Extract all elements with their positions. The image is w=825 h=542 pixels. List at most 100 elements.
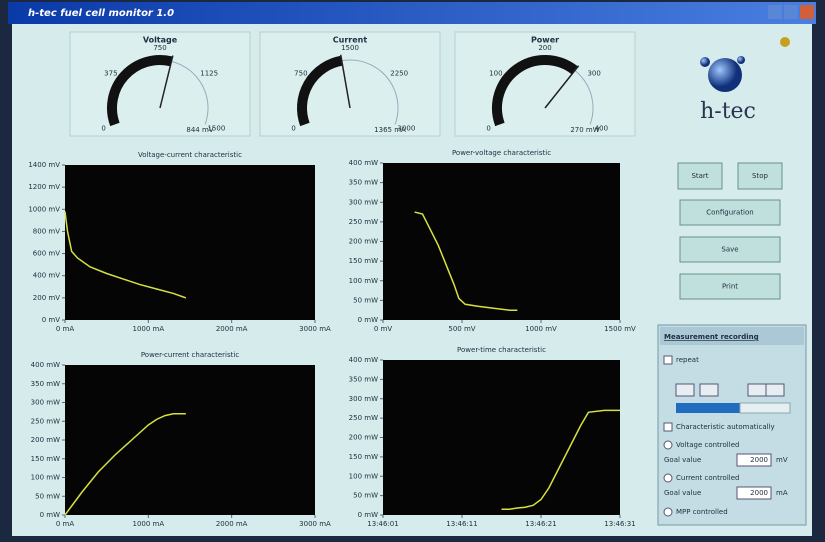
- y-tick-label: 1000 mV: [28, 205, 60, 213]
- x-tick-label: 13:46:31: [604, 520, 635, 528]
- goal-label: Goal value: [664, 489, 701, 497]
- voltage-option[interactable]: [664, 441, 672, 449]
- y-tick-label: 200 mW: [349, 434, 378, 442]
- save-button-label[interactable]: Save: [721, 246, 738, 254]
- x-tick-label: 13:46:21: [525, 520, 556, 528]
- chart-title: Power-time characteristic: [457, 346, 546, 354]
- gauge-tick-label: 0: [291, 125, 295, 133]
- print-button-label[interactable]: Print: [722, 283, 738, 291]
- goal-value: 2000: [750, 456, 768, 464]
- step-button[interactable]: [676, 384, 694, 396]
- y-tick-label: 200 mW: [31, 436, 60, 444]
- y-tick-label: 250 mW: [31, 417, 60, 425]
- y-tick-label: 200 mV: [33, 294, 60, 302]
- x-tick-label: 0 mA: [56, 520, 74, 528]
- start-button-label[interactable]: Start: [691, 172, 708, 180]
- progress-track: [740, 403, 790, 413]
- x-tick-label: 13:46:11: [446, 520, 477, 528]
- x-tick-label: 2000 mA: [216, 325, 248, 333]
- logo-ball-small: [700, 57, 710, 67]
- y-tick-label: 0 mW: [40, 511, 60, 519]
- x-tick-label: 1000 mA: [133, 325, 165, 333]
- gauge-tick-label: 750: [294, 70, 307, 78]
- gauge-tick-label: 300: [587, 70, 600, 78]
- y-tick-label: 100 mW: [349, 472, 378, 480]
- y-tick-label: 1400 mV: [28, 161, 60, 169]
- gauge-tick-label: 200: [538, 44, 551, 52]
- y-tick-label: 800 mV: [33, 227, 60, 235]
- gauge-reading: 270 mW: [570, 126, 599, 134]
- y-tick-label: 300 mW: [31, 399, 60, 407]
- y-tick-label: 150 mW: [349, 453, 378, 461]
- characteristic-option[interactable]: [664, 423, 672, 431]
- x-tick-label: 0 mV: [374, 325, 392, 333]
- screen: h-tec fuel cell monitor 1.0 h-tec Voltag…: [0, 0, 825, 542]
- mpp-option[interactable]: [664, 508, 672, 516]
- logo-ball: [708, 58, 742, 92]
- configuration-button-label[interactable]: Configuration: [706, 209, 753, 217]
- plot-area: [65, 365, 315, 515]
- y-tick-label: 50 mW: [353, 492, 378, 500]
- y-tick-label: 250 mW: [349, 414, 378, 422]
- close-button[interactable]: [800, 5, 814, 19]
- y-tick-label: 400 mW: [349, 159, 378, 167]
- plot-area: [65, 165, 315, 320]
- gauge-tick-label: 0: [101, 125, 105, 133]
- repeat-label: repeat: [676, 356, 699, 364]
- chart-title: Power-current characteristic: [141, 351, 240, 359]
- maximize-button[interactable]: [784, 5, 798, 19]
- y-tick-label: 1200 mV: [28, 183, 60, 191]
- mpp-label: MPP controlled: [676, 508, 728, 516]
- y-tick-label: 0 mW: [358, 511, 378, 519]
- window-title: h-tec fuel cell monitor 1.0: [28, 8, 174, 19]
- status-led: [780, 37, 790, 47]
- gauge-reading: 1365 mA: [374, 126, 406, 134]
- chart-title: Power-voltage characteristic: [452, 149, 551, 157]
- repeat-option[interactable]: [664, 356, 672, 364]
- x-tick-label: 3000 mA: [299, 520, 331, 528]
- logo-ball-small: [737, 56, 745, 64]
- y-tick-label: 0 mW: [358, 316, 378, 324]
- gauge-tick-label: 750: [153, 44, 166, 52]
- goal-value: 2000: [750, 489, 768, 497]
- step-button[interactable]: [700, 384, 718, 396]
- gauge-tick-label: 0: [486, 125, 490, 133]
- x-tick-label: 3000 mA: [299, 325, 331, 333]
- goal-unit: mV: [776, 456, 788, 464]
- characteristic-label: Characteristic automatically: [676, 423, 775, 431]
- x-tick-label: 2000 mA: [216, 520, 248, 528]
- y-tick-label: 400 mV: [33, 272, 60, 280]
- voltage-label: Voltage controlled: [676, 441, 739, 449]
- y-tick-label: 400 mW: [349, 356, 378, 364]
- current-label: Current controlled: [676, 474, 739, 482]
- y-tick-label: 400 mW: [31, 361, 60, 369]
- y-tick-label: 350 mW: [349, 375, 378, 383]
- y-tick-label: 100 mW: [349, 277, 378, 285]
- y-tick-label: 200 mW: [349, 238, 378, 246]
- gauge-tick-label: 1500: [341, 44, 359, 52]
- y-tick-label: 0 mV: [42, 316, 60, 324]
- progress-bar: [676, 403, 740, 413]
- current-option[interactable]: [664, 474, 672, 482]
- x-tick-label: 1500 mV: [604, 325, 636, 333]
- gauge-tick-label: 2250: [390, 70, 408, 78]
- goal-unit: mA: [776, 489, 788, 497]
- y-tick-label: 150 mW: [349, 257, 378, 265]
- logo-text: h-tec: [700, 99, 756, 124]
- x-tick-label: 0 mA: [56, 325, 74, 333]
- gauge-tick-label: 375: [104, 70, 117, 78]
- y-tick-label: 150 mW: [31, 455, 60, 463]
- plot-area: [383, 360, 620, 515]
- gauge-reading: 844 mV: [186, 126, 213, 134]
- minimize-button[interactable]: [768, 5, 782, 19]
- y-tick-label: 350 mW: [31, 380, 60, 388]
- y-tick-label: 300 mW: [349, 395, 378, 403]
- y-tick-label: 250 mW: [349, 218, 378, 226]
- step-button[interactable]: [766, 384, 784, 396]
- x-tick-label: 13:46:01: [367, 520, 398, 528]
- y-tick-label: 100 mW: [31, 474, 60, 482]
- chart-title: Voltage-current characteristic: [138, 151, 242, 159]
- stop-button-label[interactable]: Stop: [752, 172, 768, 180]
- step-button[interactable]: [748, 384, 766, 396]
- x-tick-label: 1000 mA: [133, 520, 165, 528]
